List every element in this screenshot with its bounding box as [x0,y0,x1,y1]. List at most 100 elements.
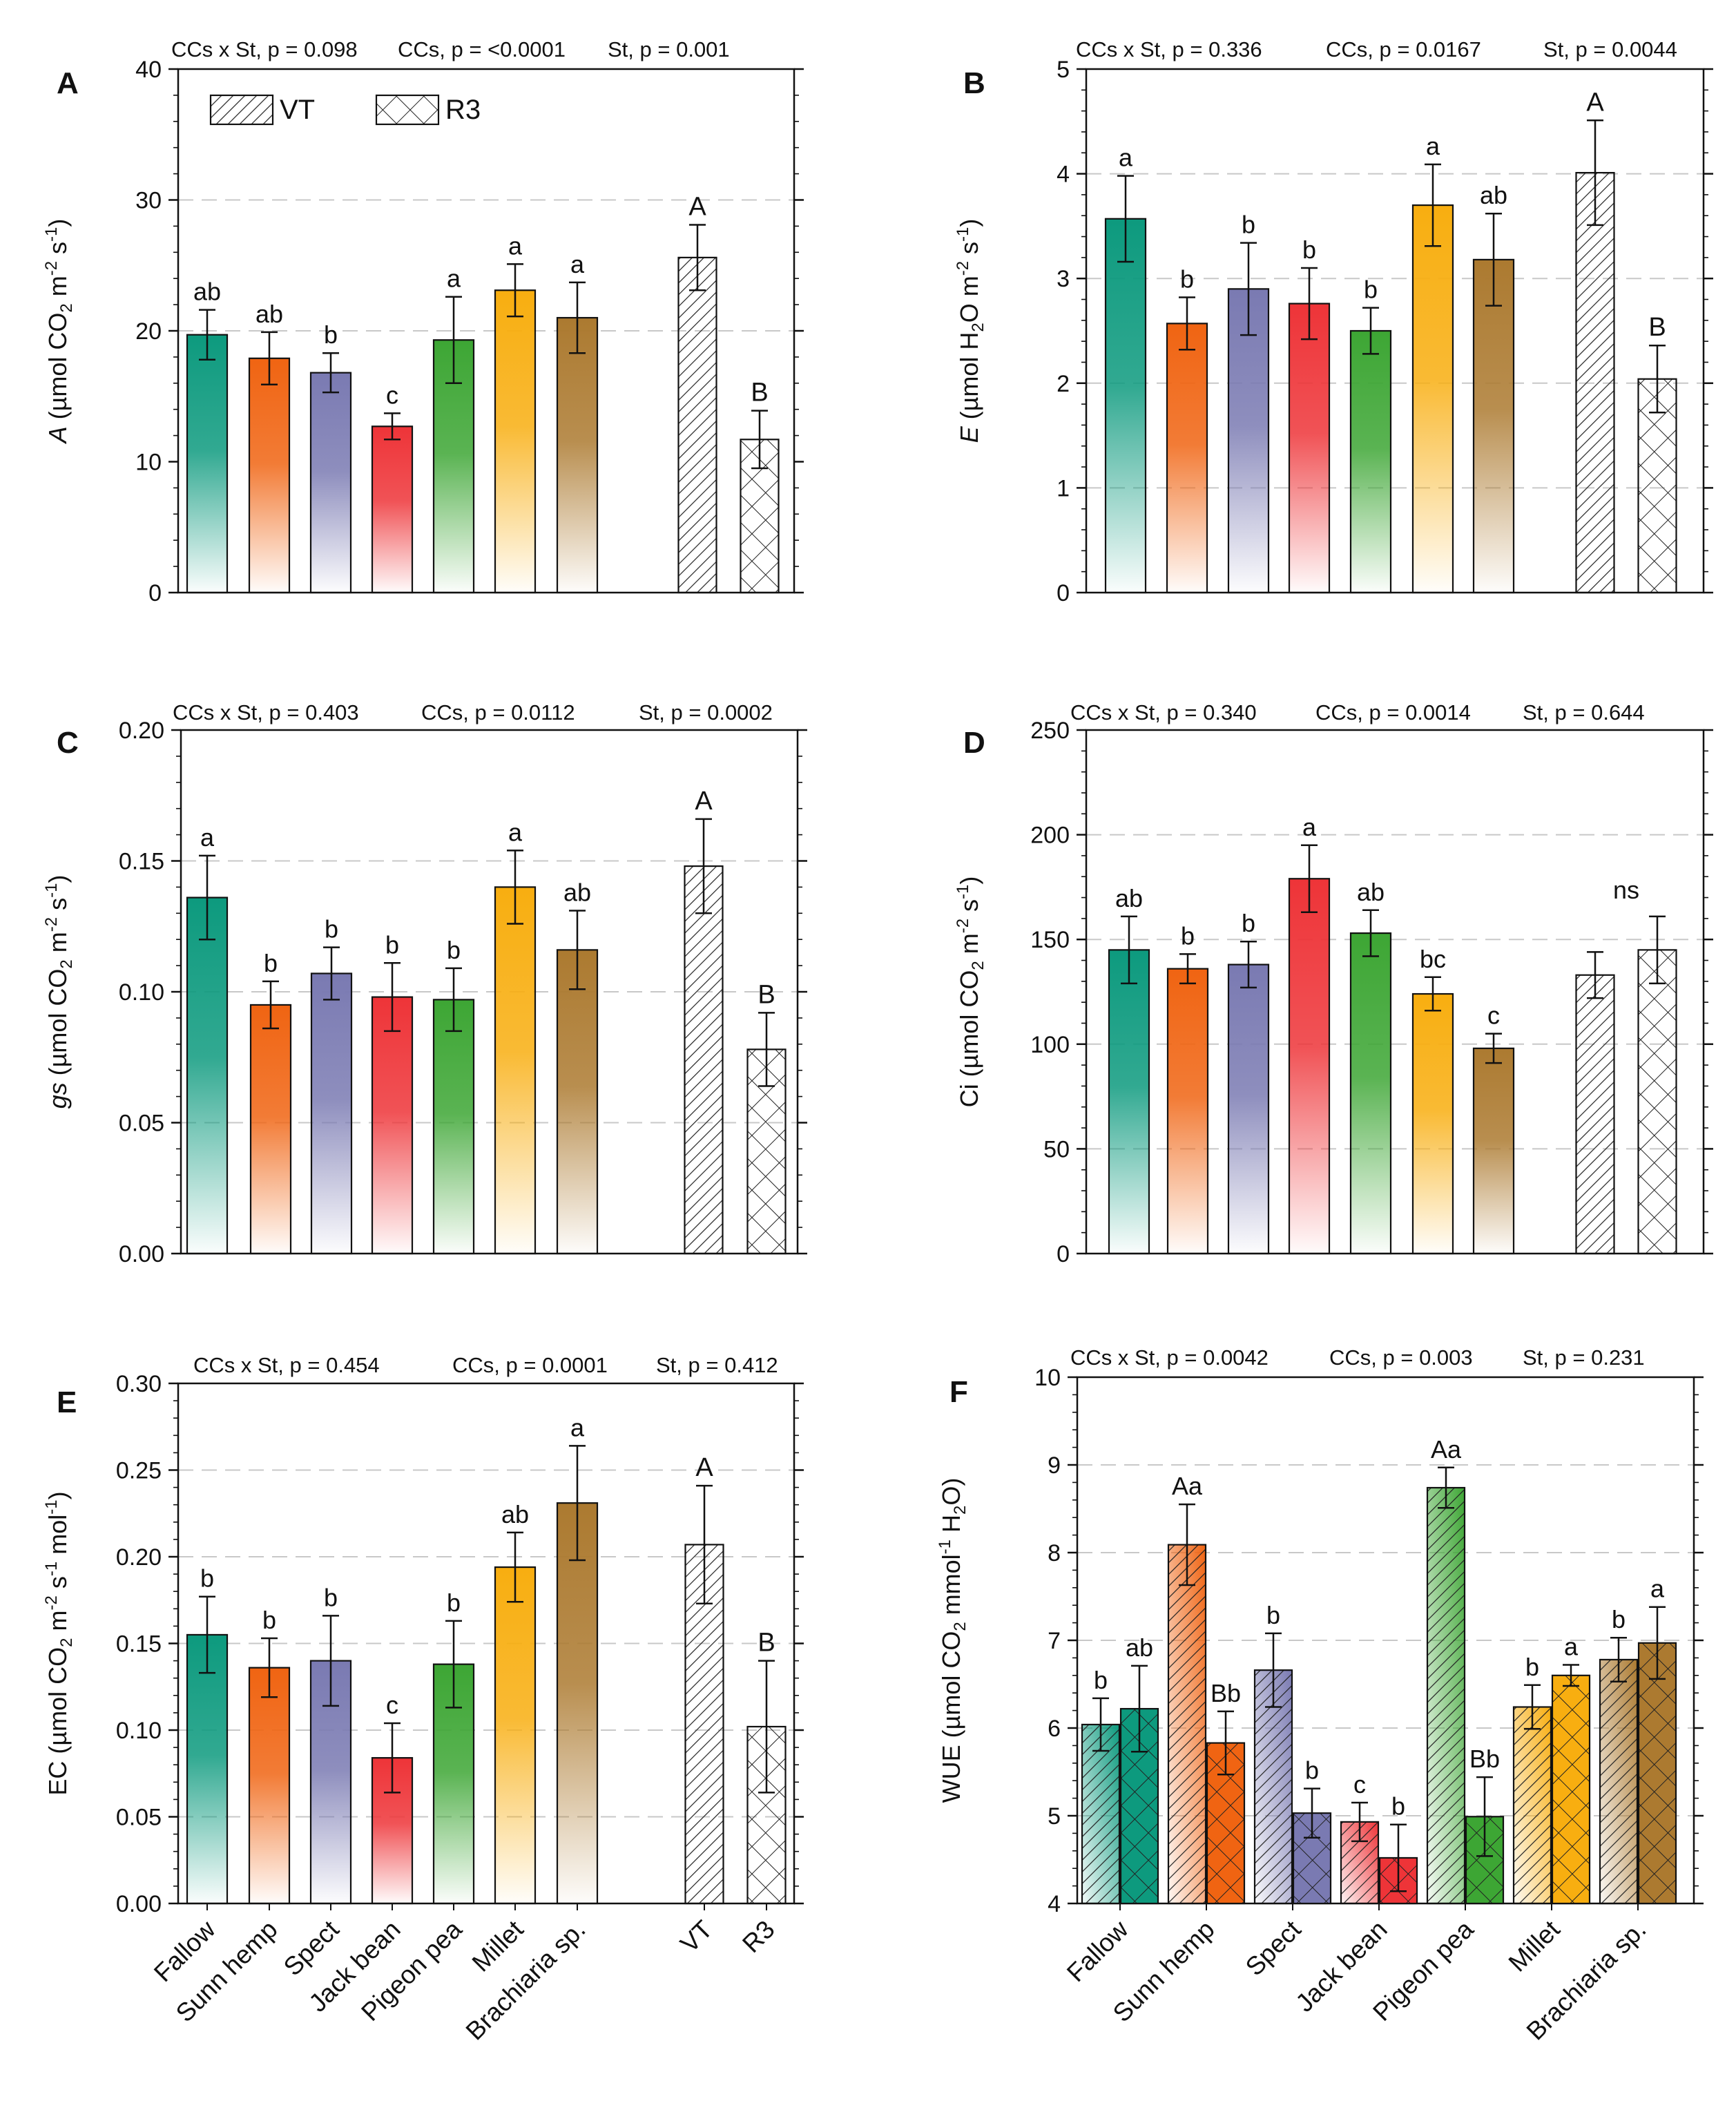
bar-stage-vt [684,1544,724,1905]
bar-brachiaria-sp- [556,316,599,594]
bar-fallow [1104,218,1147,594]
panel-label: E [57,1385,77,1419]
panel-E: 0.00 0.05 0.10 0.15 0.20 0.25 0.30 E CCs x St, p… [42,1353,804,2046]
panel-label: D [963,726,985,760]
x-tick-label: R3 [737,1915,780,1958]
stats-annotation: CCs, p = 0.0001 [452,1353,608,1377]
significance-letter: ab [1357,878,1385,906]
significance-letter: Bb [1469,1745,1500,1773]
bar-fallow [186,334,229,594]
bar-stage-vt [677,256,717,594]
y-axis-label: gs (µmol CO2​ m-2​ s-1​) [42,875,76,1109]
bar-sunn-hemp [249,1004,292,1255]
y-tick-label: 0.05 [119,1111,164,1137]
panel-C: 0.00 0.05 0.10 0.15 0.20 C CCs x St, p = 0.403… [42,700,807,1267]
y-tick-label: 0.10 [119,979,164,1006]
bar-millet [1411,992,1454,1255]
stats-annotation: CCs, p = 0.003 [1329,1345,1473,1370]
y-tick-label: 50 [1043,1136,1070,1162]
y-tick-label: 0.05 [116,1805,162,1831]
significance-letter: b [1391,1792,1405,1821]
y-tick-label: 7 [1048,1628,1061,1654]
significance-letter: c [386,381,398,409]
significance-letter: Bb [1211,1679,1241,1707]
y-tick-label: 4 [1048,1891,1061,1917]
significance-letter: b [1242,909,1255,937]
y-tick-label: 1 [1057,475,1070,501]
significance-letter: bc [1420,945,1446,973]
significance-letter: ab [1480,181,1507,209]
bar-stage-r3 [1637,949,1677,1255]
significance-letter: A [1586,88,1604,117]
y-tick-label: 200 [1030,823,1070,849]
significance-letter: a [1119,144,1133,172]
significance-letter: ab [255,300,283,328]
significance-letter: a [1302,813,1317,841]
panel-F: 4 5 6 7 8 9 10 F CCs x St, p = 0.0042 CCs, p = 0.… [936,1345,1704,2046]
bar-pigeon-pea [1349,932,1392,1255]
bar-spect [309,372,352,594]
y-tick-label: 0.00 [116,1891,162,1917]
bar-stage-vt [684,865,724,1255]
bar-millet [1411,204,1454,594]
plot-frame [1085,729,1705,1255]
stats-annotation: St, p = 0.644 [1523,700,1645,725]
y-tick-label: 0.00 [119,1241,164,1267]
bar-spect [310,972,353,1255]
significance-letter: ns [1613,876,1639,904]
stats-annotation: CCs x St, p = 0.454 [193,1353,380,1377]
x-tick-label: Fallow [1061,1915,1134,1987]
y-tick-label: 30 [135,188,162,214]
bar-millet [494,886,537,1255]
significance-letter: A [688,193,706,222]
y-axis-label: E (µmol H2​O m-2​ s-1​) [954,219,987,443]
y-tick-label: 40 [135,57,162,83]
significance-letter: b [1612,1605,1626,1633]
y-tick-label: 0 [1057,1241,1070,1267]
bar-pigeon-pea [432,339,475,594]
y-tick-label: 0.30 [116,1371,162,1397]
significance-letter: a [447,265,461,293]
significance-letter: b [1525,1653,1539,1681]
significance-letter: a [570,250,585,278]
bar-jack-bean [371,996,414,1255]
x-tick-label: VT [675,1915,717,1958]
significance-letter: b [324,1583,338,1611]
bar-vt-brachiaria-sp- [1599,1658,1639,1905]
bar-jack-bean [371,425,414,594]
bar-millet [494,289,537,594]
significance-letter: ab [501,1500,529,1528]
bar-vt-sunn-hemp [1167,1544,1207,1905]
stats-annotation: St, p = 0.001 [608,37,730,61]
bar-r3-millet [1551,1674,1591,1905]
significance-letter: c [1353,1770,1366,1798]
significance-letter: b [262,1606,276,1634]
plot-frame [1085,68,1705,594]
significance-letter: B [1648,313,1666,342]
significance-letter: ab [1115,884,1143,912]
legend-swatch-vt [209,94,274,126]
significance-letter: b [385,930,399,959]
bar-brachiaria-sp- [1472,258,1515,594]
stats-annotation: CCs, p = 0.0014 [1315,700,1471,725]
y-tick-label: 2 [1057,371,1070,397]
panel-label: A [57,66,79,100]
significance-letter: a [1426,132,1440,160]
bar-sunn-hemp [248,1667,291,1905]
bar-vt-millet [1512,1706,1552,1905]
significance-letter: b [324,320,338,349]
significance-letter: b [1266,1601,1280,1629]
bar-brachiaria-sp- [1472,1047,1515,1255]
y-tick-label: 250 [1030,718,1070,744]
significance-letter: b [1305,1756,1319,1785]
significance-letter: b [1302,236,1316,264]
bar-jack-bean [1288,303,1331,594]
y-tick-label: 5 [1048,1803,1061,1830]
bar-brachiaria-sp- [556,1502,599,1905]
y-tick-label: 0.25 [116,1458,162,1484]
stats-annotation: CCs x St, p = 0.0042 [1070,1345,1269,1370]
y-tick-label: 0.15 [119,849,164,875]
y-tick-label: 0.20 [119,718,164,744]
significance-letter: ab [563,879,591,907]
